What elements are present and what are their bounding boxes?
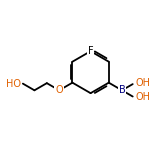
Text: HO: HO: [6, 79, 21, 89]
Text: B: B: [119, 85, 125, 95]
Text: O: O: [55, 85, 63, 95]
Text: OH: OH: [136, 92, 151, 102]
Text: F: F: [88, 46, 93, 56]
Text: OH: OH: [136, 78, 151, 88]
